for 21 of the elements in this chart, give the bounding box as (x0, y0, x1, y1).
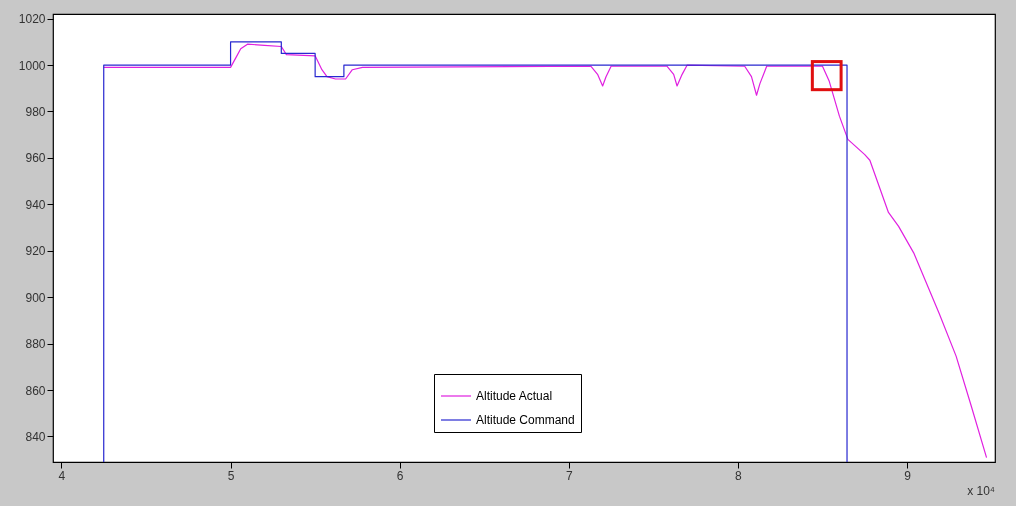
x-tick-label: 5 (227, 468, 235, 483)
x-tick-label: 9 (904, 468, 912, 483)
y-tick-label: 860 (25, 383, 46, 398)
x-tick-label: 8 (735, 468, 743, 483)
legend-label: Altitude Command (476, 413, 575, 427)
y-tick-label: 980 (25, 104, 46, 119)
legend-label: Altitude Actual (476, 389, 553, 403)
x-tick-label: 6 (396, 468, 404, 483)
line-series (103, 43, 988, 459)
x-tick-label: 7 (565, 468, 573, 483)
y-tick-label: 920 (25, 244, 46, 259)
y-tick-label: 1000 (18, 58, 46, 73)
y-tick-label: 940 (25, 197, 46, 212)
x-tick-label: 4 (58, 468, 66, 483)
y-tick-label: 900 (25, 290, 46, 305)
y-tick-label: 880 (25, 337, 46, 352)
y-tick-label: 960 (25, 151, 46, 166)
text: x 10⁴ (967, 484, 995, 498)
y-tick-label: 840 (25, 429, 46, 444)
line-series (103, 41, 848, 462)
y-tick-label: 1020 (18, 12, 46, 27)
